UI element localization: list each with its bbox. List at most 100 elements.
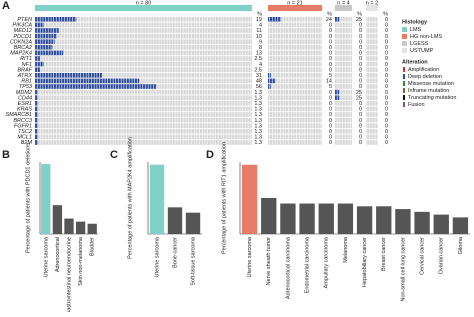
percent-value: 0	[385, 67, 388, 73]
group-label: n = 80	[136, 0, 151, 6]
cell-grid	[35, 67, 252, 72]
legend-swatch	[402, 48, 407, 53]
gene-label: TSC2	[18, 129, 32, 135]
bar	[376, 206, 392, 234]
percent-value: 0	[385, 28, 388, 34]
legend-swatch	[403, 74, 405, 79]
cell-grid	[35, 50, 252, 56]
x-tick-label: Nerve sheath tumor	[266, 237, 272, 285]
percent-value: 4	[259, 23, 262, 29]
percent-value: 56	[256, 84, 262, 90]
x-tick-label: Melanoma	[343, 236, 349, 263]
percent-value: 4	[259, 62, 262, 68]
percent-value: 0	[329, 107, 332, 113]
cell-grid	[366, 140, 378, 145]
percent-value: 2.5	[254, 67, 262, 73]
percent-value: 0	[385, 140, 388, 146]
gene-label: PIK3CA	[12, 23, 32, 29]
cell-grid	[366, 39, 378, 44]
percent-value: 0	[329, 56, 332, 62]
gene-label: NF1	[22, 62, 32, 68]
bar	[52, 205, 63, 234]
cell-grid	[268, 89, 322, 95]
percent-value: 0	[359, 118, 362, 124]
bar	[395, 209, 411, 234]
percent-value: 1.3	[254, 95, 262, 101]
legend-swatch	[403, 95, 405, 100]
gene-label: MAP2K4	[10, 51, 32, 57]
percent-value: 25	[356, 95, 362, 101]
cell-grid	[35, 39, 252, 44]
cell-grid	[335, 106, 352, 112]
percent-value: 0	[329, 62, 332, 68]
x-tick-label: Uterine sarcoma	[154, 236, 160, 277]
cell-grid	[335, 56, 352, 61]
percent-value: 0	[359, 140, 362, 146]
cell-grid	[335, 45, 352, 50]
cell-grid	[366, 33, 378, 39]
x-tick-label: Breast cancer	[381, 237, 387, 271]
percent-value: 0	[359, 73, 362, 79]
x-tick-label: Skin non-melanoma	[78, 236, 84, 286]
legend-label: Deep deletion	[408, 74, 442, 80]
percent-value: 0	[329, 95, 332, 101]
cell-grid	[35, 112, 252, 117]
gene-label: BRAF	[17, 67, 32, 73]
cell-grid	[35, 95, 252, 100]
percent-value: 48	[256, 79, 262, 85]
cell-grid	[35, 33, 252, 39]
percent-value: 1.3	[254, 140, 262, 146]
percent-value: 0	[385, 73, 388, 79]
percent-value: 0	[385, 112, 388, 118]
x-tick-label: Glioma	[458, 236, 464, 254]
percent-value: 0	[385, 84, 388, 90]
percent-value: 0	[385, 39, 388, 45]
percent-value: 0	[385, 45, 388, 51]
gene-label: FGFR1	[14, 123, 32, 129]
percent-value: 0	[329, 101, 332, 107]
group-label: n = 2	[366, 0, 378, 6]
cell-grid	[35, 78, 252, 84]
percent-value: 0	[385, 107, 388, 113]
legend-swatch	[403, 88, 405, 93]
percent-value: 14	[326, 79, 332, 85]
cell-grid	[335, 112, 352, 117]
percent-value: 5	[329, 84, 332, 90]
bar	[299, 203, 315, 234]
percent-value: 0	[385, 79, 388, 85]
percent-value: 0	[359, 56, 362, 62]
cell-grid	[366, 56, 378, 61]
percent-value: 0	[385, 17, 388, 23]
cell-grid	[366, 95, 378, 100]
percent-value: 0	[329, 51, 332, 57]
panel-letter: C	[110, 149, 118, 161]
cell-grid	[268, 61, 322, 67]
percent-header: %	[327, 11, 332, 17]
cell-grid	[335, 78, 352, 84]
cell-grid	[366, 129, 378, 134]
cell-grid	[35, 101, 252, 106]
gene-label: B2M	[21, 140, 33, 146]
percent-value: 0	[385, 23, 388, 29]
percent-value: 0	[359, 112, 362, 118]
percent-value: 0	[359, 23, 362, 29]
cell-grid	[35, 84, 252, 89]
cell-grid	[335, 22, 352, 28]
cell-grid	[268, 84, 322, 89]
percent-value: 0	[329, 129, 332, 135]
cell-grid	[335, 123, 352, 128]
cell-grid	[335, 129, 352, 134]
percent-value: 25	[356, 17, 362, 23]
legend-label: LMS	[410, 27, 422, 33]
percent-value: 0	[359, 67, 362, 73]
percent-value: 0	[359, 45, 362, 51]
gene-label: CD44	[18, 95, 32, 101]
group-header	[366, 5, 378, 11]
bar	[64, 218, 74, 234]
bar	[87, 223, 97, 234]
cell-grid	[268, 106, 322, 112]
legend-label: Inframe mutation	[408, 88, 449, 94]
x-tick-label: Endometrial carcinoma	[305, 236, 311, 293]
percent-value: 25	[356, 90, 362, 96]
x-tick-label: Non-small cell lung cancer	[400, 237, 406, 302]
